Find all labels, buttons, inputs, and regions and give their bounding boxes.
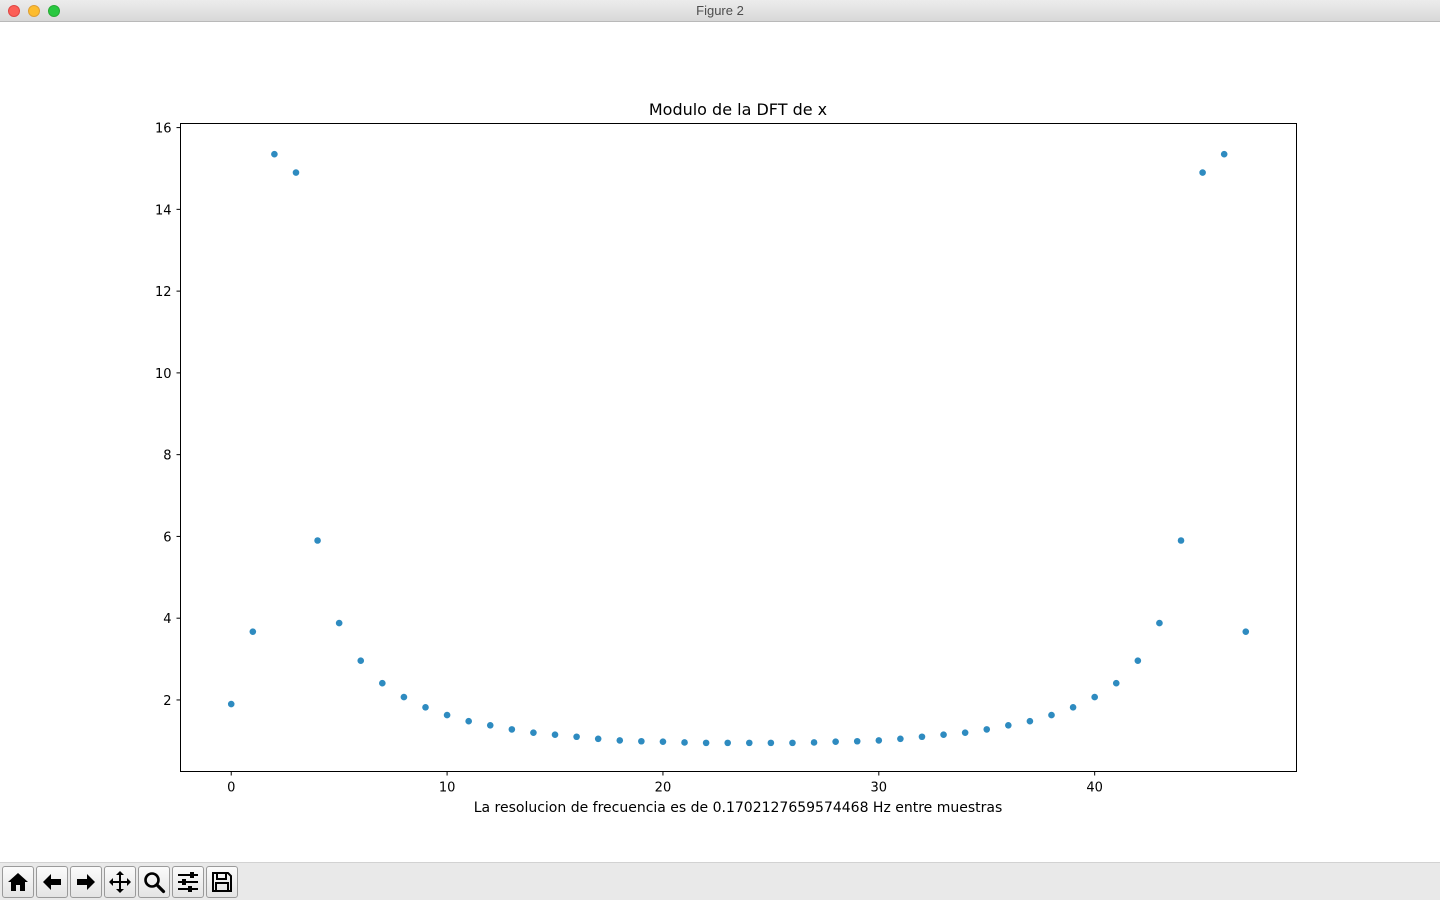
plot-area [180,123,1297,772]
window-title: Figure 2 [696,3,744,18]
close-window-button[interactable] [8,5,20,17]
data-point [918,733,926,741]
data-point [961,729,969,736]
data-point [335,619,343,627]
minimize-window-button[interactable] [28,5,40,17]
data-point [702,739,710,747]
data-point [379,679,386,687]
chart-title: Modulo de la DFT de x [649,100,827,119]
data-point [422,704,429,711]
navigation-toolbar [0,862,1440,900]
x-tick-label: 40 [1086,781,1103,796]
floppy-disk-icon [212,872,232,892]
data-point [508,726,516,733]
data-point [400,693,408,701]
data-point [875,737,883,744]
data-point [486,722,494,729]
data-point [573,733,580,741]
data-point [1005,722,1012,729]
data-point [292,169,300,176]
data-point [1134,657,1142,665]
y-axis: 2 4 6 8 10 12 14 16 [155,122,181,709]
data-point [897,735,904,743]
y-tick-label: 2 [163,694,171,709]
arrow-left-icon [43,874,61,890]
data-point [1026,717,1034,725]
data-point [1112,679,1120,687]
y-tick-label: 10 [155,367,172,382]
y-tick-label: 4 [163,612,171,627]
search-icon [144,872,166,894]
data-point [1220,150,1228,158]
data-point [357,657,365,665]
x-tick-label: 10 [439,781,456,796]
data-point [271,150,278,158]
move-icon [109,871,131,893]
x-tick-label: 0 [227,781,235,796]
data-point [551,731,559,739]
x-axis: 0 10 20 30 40 [227,771,1103,796]
y-tick-label: 16 [155,122,172,137]
data-point [594,735,602,743]
data-point [1069,704,1077,711]
data-point [465,717,472,725]
data-point [1177,537,1185,544]
x-tick-label: 30 [871,781,888,796]
figure-canvas[interactable]: Modulo de la DFT de x 0 10 20 30 40 2 4 6 8 10 12… [0,22,1440,862]
data-point [227,700,235,708]
data-point [659,738,667,745]
configure-subplots-button[interactable] [172,866,204,898]
data-point [1048,711,1055,719]
data-point [249,628,257,635]
data-point [724,739,732,747]
home-icon [8,873,28,891]
y-tick-label: 6 [163,530,171,545]
arrow-right-icon [77,874,95,890]
data-point [314,537,321,544]
y-tick-label: 14 [155,203,172,218]
data-point [1091,693,1098,701]
data-point [1242,628,1250,635]
data-point [983,726,991,733]
data-point [443,711,451,719]
data-point [638,737,645,745]
home-button[interactable] [2,866,34,898]
data-point [1156,619,1163,627]
data-point [616,737,624,744]
forward-button[interactable] [70,866,102,898]
save-button[interactable] [206,866,238,898]
back-button[interactable] [36,866,68,898]
y-tick-label: 12 [155,285,172,300]
data-point [810,739,818,746]
data-point [853,737,861,745]
data-point [745,739,753,747]
data-point [681,739,688,746]
data-point [530,729,537,736]
x-tick-label: 20 [655,781,672,796]
zoom-button[interactable] [138,866,170,898]
data-point [789,739,796,747]
data-point [1199,169,1206,176]
data-point [832,738,839,745]
y-tick-label: 8 [163,449,171,464]
data-point [940,731,947,739]
data-points [227,150,1250,747]
maximize-window-button[interactable] [48,5,60,17]
window-titlebar: Figure 2 [0,0,1440,22]
sliders-icon [178,872,198,892]
x-axis-label: La resolucion de frecuencia es de 0.1702… [474,800,1003,816]
pan-button[interactable] [104,866,136,898]
data-point [767,739,775,747]
